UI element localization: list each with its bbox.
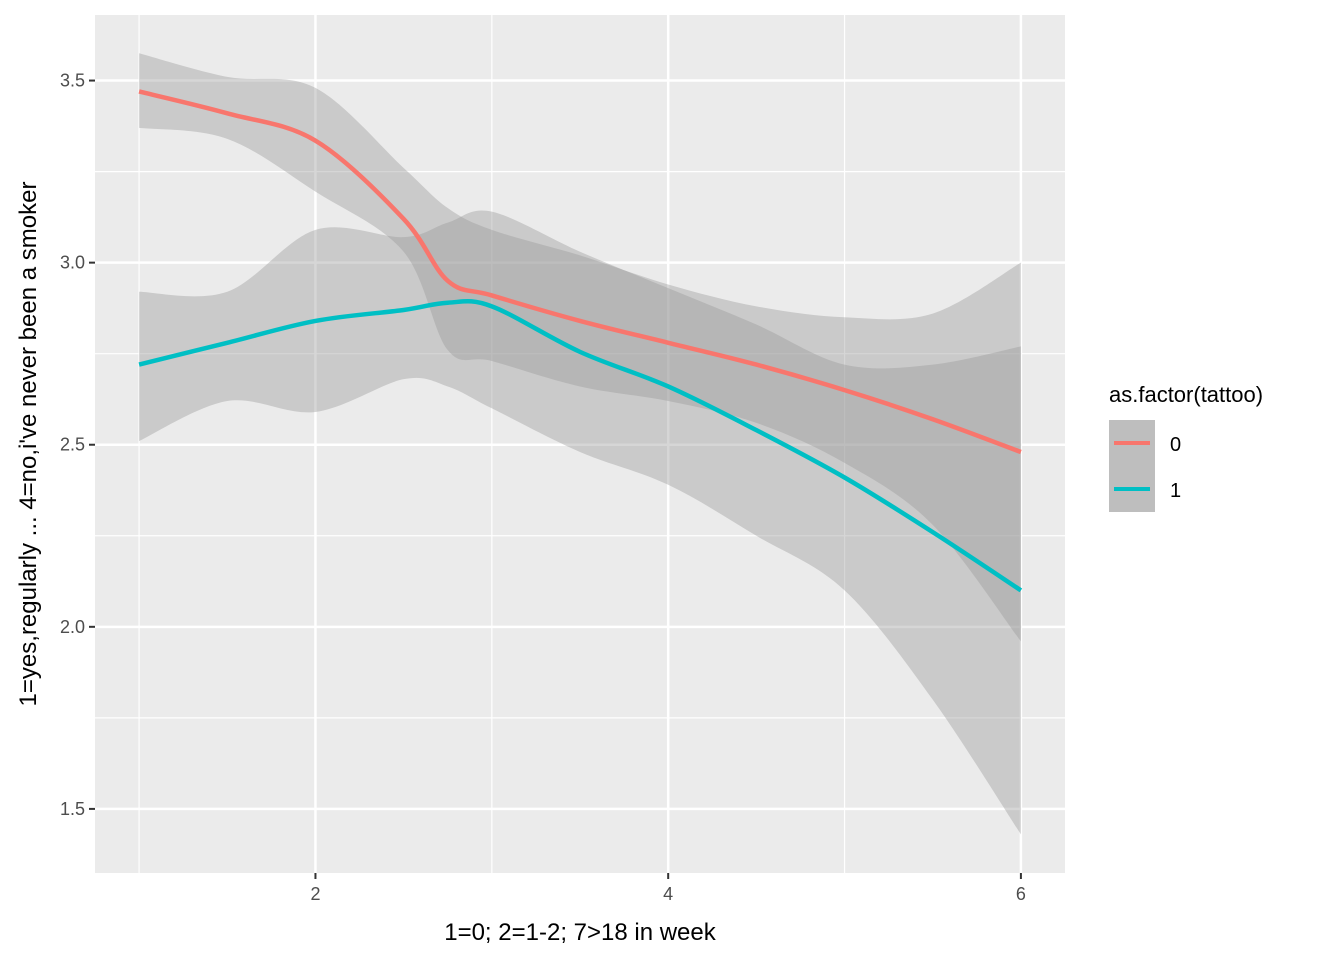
x-axis-ticks: 2 4 6 bbox=[310, 873, 1026, 904]
y-tick-label: 2.5 bbox=[60, 435, 85, 455]
y-tick-label: 3.0 bbox=[60, 253, 85, 273]
series-line-0 bbox=[138, 89, 1022, 455]
confidence-bands bbox=[139, 53, 1021, 835]
y-axis-ticks: 1.5 2.0 2.5 3.0 3.5 bbox=[60, 71, 95, 819]
x-tick-label: 6 bbox=[1016, 884, 1026, 904]
legend-key-background bbox=[1109, 420, 1155, 512]
x-tick-label: 2 bbox=[310, 884, 320, 904]
y-axis-label: 1=yes,regularly ... 4=no,i've never been… bbox=[15, 182, 42, 707]
legend-label-1: 1 bbox=[1170, 480, 1181, 502]
series-lines bbox=[138, 89, 1023, 593]
legend-title: as.factor(tattoo) bbox=[1109, 382, 1263, 407]
legend: as.factor(tattoo) 0 1 bbox=[1109, 382, 1263, 512]
x-tick-label: 4 bbox=[663, 884, 673, 904]
grid-major bbox=[95, 15, 1065, 873]
legend-label-0: 0 bbox=[1170, 434, 1181, 456]
x-axis-label: 1=0; 2=1-2; 7>18 in week bbox=[444, 919, 717, 946]
y-tick-label: 1.5 bbox=[60, 799, 85, 819]
y-tick-label: 3.5 bbox=[60, 71, 85, 91]
y-tick-label: 2.0 bbox=[60, 617, 85, 637]
confidence-band-0 bbox=[139, 53, 1021, 642]
confidence-band-1 bbox=[139, 210, 1021, 835]
series-line-1 bbox=[138, 298, 1023, 593]
